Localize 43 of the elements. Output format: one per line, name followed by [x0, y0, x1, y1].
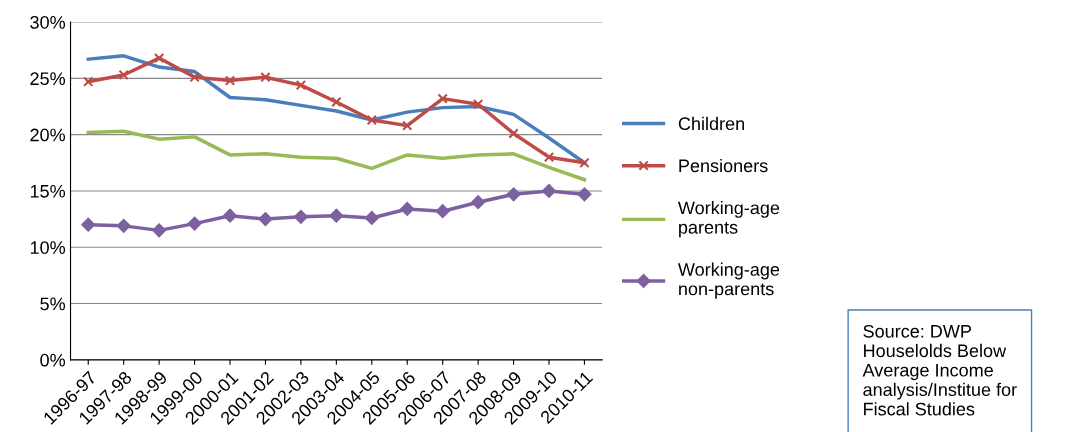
point	[506, 187, 521, 202]
point	[189, 72, 200, 83]
point	[331, 96, 342, 108]
point	[577, 187, 592, 202]
point	[542, 184, 556, 198]
y-tick-label: 20%	[30, 128, 66, 142]
point	[579, 157, 590, 168]
y-tick-label: 10%	[30, 241, 66, 254]
point	[472, 99, 484, 110]
point	[329, 208, 344, 223]
point	[295, 79, 307, 91]
point	[260, 72, 271, 83]
point	[258, 212, 273, 227]
point	[187, 216, 202, 231]
point	[116, 218, 131, 233]
point	[508, 128, 519, 139]
point	[153, 52, 165, 64]
point	[471, 195, 486, 210]
point	[83, 76, 94, 87]
point	[152, 223, 167, 238]
point	[402, 120, 413, 131]
y-tick-label: 15%	[30, 184, 66, 198]
y-tick-label: 5%	[40, 297, 66, 311]
legend-label: Children	[678, 116, 744, 131]
point	[224, 75, 236, 86]
y-tick-label: 0%	[40, 353, 66, 367]
point	[81, 217, 96, 232]
line-series	[86, 129, 587, 182]
legend-label: Working-age parents	[677, 201, 780, 238]
point	[437, 93, 448, 104]
legend-label: Pensioners	[679, 158, 768, 173]
point	[223, 208, 237, 223]
y-tick-label: 25%	[30, 72, 66, 86]
legend-label: Working-age non-parents	[677, 262, 780, 299]
point	[400, 202, 415, 216]
point	[435, 204, 450, 219]
source-note: Source: DWP Houselolds Below Average Income analysis/Institue for Fiscal Studies	[862, 324, 1017, 416]
point	[118, 69, 129, 81]
y-tick-label: 30%	[30, 15, 66, 29]
point	[293, 209, 308, 224]
point	[364, 211, 379, 225]
point	[543, 151, 555, 163]
point	[366, 114, 377, 126]
